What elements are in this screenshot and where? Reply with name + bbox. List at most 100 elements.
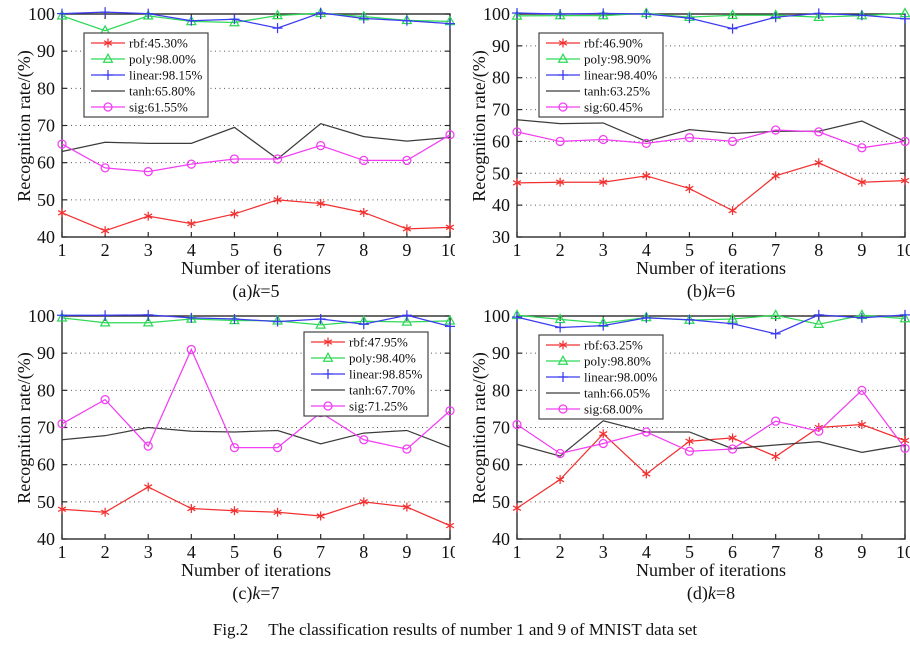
x-tick-label: 3 [144,542,153,562]
x-tick-label: 6 [273,542,282,562]
legend-c: rbf:47.95%poly:98.40%linear:98.85%tanh:6… [303,331,429,417]
x-tick-label: 8 [359,542,368,562]
series-line-rbf [61,199,451,232]
x-tick-label: 9 [402,542,411,562]
plot-area-a: 40 50 60 70 80 90 100 1 2 3 4 5 6 7 8 9 10 [28,4,455,260]
y-tick-label: 40 [492,195,510,215]
series-line-poly [516,12,906,18]
y-tick-label: 40 [37,529,55,549]
y-tick-label: 40 [492,529,510,549]
series-markers-sig [512,385,910,459]
x-tick-label: 10 [441,240,455,260]
series-markers-rbf [512,158,910,216]
x-tick-label: 2 [556,542,565,562]
y-tick-label: 100 [28,4,55,24]
series-markers-rbf [57,195,455,236]
x-axis-label-c: Number of iterations [181,560,331,580]
x-tick-label: 8 [359,240,368,260]
plot-area-b: 30 40 50 60 70 80 90 100 1 2 3 4 5 6 7 8 9 10 [483,4,910,260]
y-tick-label: 50 [492,492,510,512]
series-line-sig [516,389,906,455]
legend-entry-sig: sig:71.25% [349,399,408,414]
x-tick-label: 4 [187,240,196,260]
series-line-linear [62,314,451,328]
x-tick-label: 2 [101,240,110,260]
x-tick-label: 1 [513,542,522,562]
series-line-linear [61,11,451,29]
legend-entry-linear: linear:98.40% [584,68,657,83]
y-tick-label: 30 [492,227,510,247]
axis-box [516,13,906,238]
subplot-a-plot: 40 50 60 70 80 90 100 1 2 3 4 5 6 7 8 9 10 rbf:45.30%poly… [28,4,455,260]
series-markers-linear [57,7,455,34]
x-tick-label: 5 [230,542,239,562]
x-tick-label: 2 [556,240,565,260]
x-tick-label: 3 [599,542,608,562]
subplot-d-plot: 40 50 60 70 80 90 100 1 2 3 4 5 6 7 8 9 10 rbf:63.25%poly… [483,306,910,562]
y-tick-label: 40 [37,227,55,247]
legend-entry-rbf: rbf:45.30% [129,36,188,51]
series-line-tanh [516,420,906,457]
y-tick-label: 100 [483,306,510,326]
x-tick-label: 3 [599,240,608,260]
plot-area-c: 40 50 60 70 80 90 100 1 2 3 4 5 6 7 8 9 10 [28,306,455,562]
subplot-d-caption: (d)k=8 [686,583,736,603]
series-markers-sig [512,125,910,153]
x-tick-label: 7 [771,240,780,260]
y-tick-label: 80 [492,68,510,88]
y-tick-label: 50 [492,163,510,183]
legend-entry-tanh: tanh:66.05% [584,386,650,401]
y-tick-label: 60 [492,455,510,475]
subplot-c: Recognition rate/(%) 40 50 60 70 80 90 100 1 2 3 4… [0,302,455,614]
x-tick-label: 7 [316,542,325,562]
legend-entry-tanh: tanh:63.25% [584,84,650,99]
x-tick-label: 1 [513,240,522,260]
subplot-a: Recognition rate/(%) 40 50 60 70 80 90 100 1 2 3 4… [0,0,455,302]
subplot-b: Recognition rate/(%) 30 40 50 60 70 80 90 100 1 2… [455,0,910,302]
series-markers-sig [57,344,455,454]
x-tick-label: 3 [144,240,153,260]
figure-caption-text: The classification results of number 1 a… [268,620,698,639]
y-tick-label: 80 [492,380,510,400]
figure-number: Fig.2 [212,620,249,639]
subplot-a-caption: (a)k=5 [232,281,280,301]
y-tick-label: 90 [492,36,510,56]
series-markers-sig [57,130,455,177]
x-tick-label: 5 [685,240,694,260]
y-tick-label: 50 [37,492,55,512]
y-tick-label: 80 [37,78,55,98]
series-markers-rbf [512,420,910,513]
series-line-linear [516,314,906,335]
x-tick-label: 5 [685,542,694,562]
series-line-sig [61,347,451,450]
legend-entry-sig: sig:68.00% [584,402,643,417]
y-tick-label: 70 [492,418,510,438]
legend-b: rbf:46.90%poly:98.90%linear:98.40%tanh:6… [538,32,664,118]
x-axis-label-a: Number of iterations [181,258,331,278]
x-tick-label: 5 [230,240,239,260]
series-line-poly [516,314,906,325]
x-tick-label: 10 [441,542,455,562]
legend-a: rbf:45.30%poly:98.00%linear:98.15%tanh:6… [83,32,209,118]
legend-entry-sig: sig:61.55% [129,100,188,115]
legend-entry-linear: linear:98.00% [584,370,657,385]
legend-entry-poly: poly:98.80% [584,354,651,369]
x-tick-label: 4 [187,542,196,562]
x-tick-label: 9 [857,240,866,260]
legend-entry-poly: poly:98.90% [584,52,651,67]
series-markers-linear [512,309,910,339]
series-line-rbf [516,423,906,509]
x-tick-label: 8 [814,542,823,562]
subplot-grid: Recognition rate/(%) 40 50 60 70 80 90 100 1 2 3 4… [0,0,910,614]
x-tick-label: 1 [58,240,67,260]
x-tick-label: 1 [58,542,67,562]
y-tick-label: 100 [483,4,510,24]
series-line-tanh [61,426,451,448]
y-tick-label: 80 [37,380,55,400]
x-tick-label: 4 [642,542,651,562]
series-line-sig [516,129,906,149]
legend-entry-rbf: rbf:47.95% [349,335,408,350]
y-tick-label: 60 [492,131,510,151]
x-tick-label: 7 [771,542,780,562]
